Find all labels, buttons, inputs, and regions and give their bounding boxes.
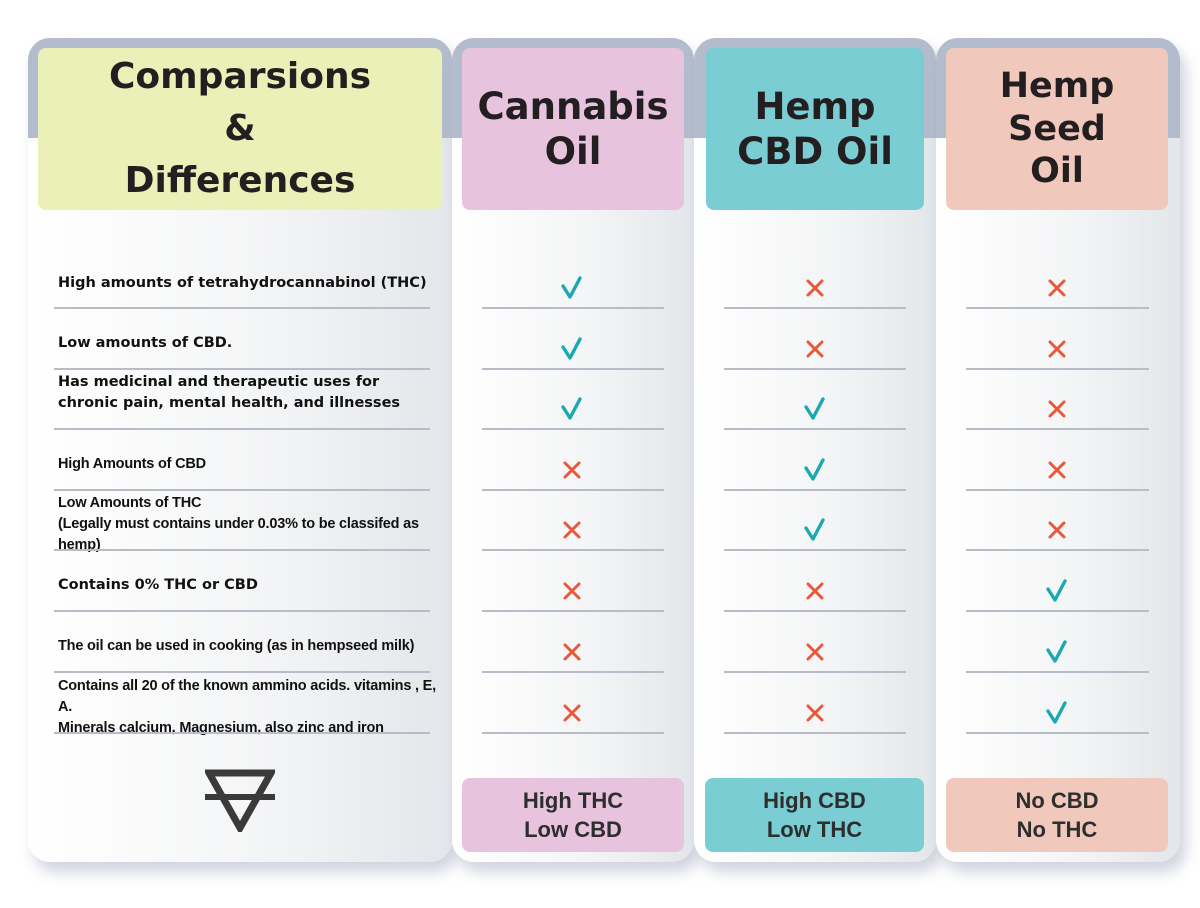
row-divider [54, 671, 430, 673]
cross-icon [806, 340, 824, 358]
check-icon [561, 337, 582, 360]
cross-icon [806, 704, 824, 722]
column-header-hemp-seed-oil: Hemp Seed Oil [946, 48, 1168, 210]
cross-icon [563, 461, 581, 479]
row-divider [482, 671, 664, 673]
row-label-line: chronic pain, mental health, and illness… [58, 395, 401, 411]
badge-line: High THC [522, 788, 624, 813]
row-label: Has medicinal and therapeutic uses for ch… [58, 372, 453, 414]
cross-icon [1048, 461, 1066, 479]
check-icon [804, 458, 825, 481]
cross-icon [1048, 400, 1066, 418]
row-label-line: Low amounts of CBD. [58, 335, 233, 351]
cross-icon [1048, 340, 1066, 358]
row-divider [724, 428, 906, 430]
badge-line: Low CBD [524, 817, 622, 842]
cross-icon [806, 643, 824, 661]
check-icon [804, 397, 825, 420]
earth-symbol-icon [205, 769, 275, 832]
column-header-hemp-cbd-oil: Hemp CBD Oil [706, 48, 924, 210]
row-divider [966, 307, 1149, 309]
cross-icon [563, 643, 581, 661]
row-divider [724, 368, 906, 370]
row-label-line: Minerals calcium, Magnesium, also zinc a… [58, 720, 384, 736]
row-divider [966, 489, 1149, 491]
row-divider [482, 732, 664, 734]
cross-icon [806, 582, 824, 600]
row-divider [54, 428, 430, 430]
row-label: High Amounts of CBD [58, 454, 453, 475]
row-divider [724, 610, 906, 612]
row-divider [966, 610, 1149, 612]
row-label-line: Contains 0% THC or CBD [58, 577, 258, 593]
row-label-line: Low Amounts of THC [58, 495, 202, 511]
cross-icon [1048, 521, 1066, 539]
row-label-line: High amounts of tetrahydrocannabinol (TH… [58, 275, 427, 291]
check-icon [1046, 640, 1067, 663]
row-divider [54, 732, 430, 734]
row-divider [966, 732, 1149, 734]
title-line: & [224, 107, 256, 149]
check-icon [1046, 579, 1067, 602]
row-divider [724, 549, 906, 551]
badge-line: No THC [1016, 817, 1098, 842]
row-divider [54, 489, 430, 491]
row-label: The oil can be used in cooking (as in he… [58, 636, 453, 657]
row-label-line: Has medicinal and therapeutic uses for [58, 374, 380, 390]
row-label-line: High Amounts of CBD [58, 456, 206, 472]
row-label-line: Contains all 20 of the known ammino acid… [58, 678, 436, 715]
title-line: Comparsions [108, 55, 372, 97]
row-divider [482, 428, 664, 430]
check-icon [804, 518, 825, 541]
row-divider [966, 671, 1149, 673]
cross-icon [806, 279, 824, 297]
check-icon [1046, 701, 1067, 724]
badge-line: Low THC [766, 817, 863, 842]
header-line: Hemp Seed [999, 65, 1115, 149]
row-label: High amounts of tetrahydrocannabinol (TH… [58, 273, 453, 294]
cross-icon [563, 704, 581, 722]
row-label-line: The oil can be used in cooking (as in he… [58, 638, 415, 654]
comparisons-title: Comparsions & Differences [38, 48, 442, 210]
check-icon [561, 276, 582, 299]
cross-icon [563, 582, 581, 600]
cross-icon [563, 521, 581, 539]
check-icon [561, 397, 582, 420]
row-divider [54, 549, 430, 551]
cross-icon [1048, 279, 1066, 297]
row-divider [482, 549, 664, 551]
badge-hemp-cbd-oil: High CBD Low THC [705, 778, 924, 852]
row-label: Contains all 20 of the known ammino acid… [58, 676, 453, 739]
header-line: Oil [544, 130, 602, 173]
row-label: Low amounts of CBD. [58, 333, 453, 354]
row-divider [482, 368, 664, 370]
row-divider [724, 671, 906, 673]
row-divider [54, 610, 430, 612]
row-label: Contains 0% THC or CBD [58, 575, 453, 596]
badge-line: High CBD [763, 788, 866, 813]
row-divider [966, 428, 1149, 430]
row-divider [724, 732, 906, 734]
header-line: Hemp [754, 84, 876, 128]
row-divider [966, 368, 1149, 370]
column-header-cannabis-oil: Cannabis Oil [462, 48, 684, 210]
badge-cannabis-oil: High THC Low CBD [462, 778, 684, 852]
row-divider [482, 489, 664, 491]
row-divider [54, 307, 430, 309]
header-line: CBD Oil [737, 130, 893, 173]
title-line: Differences [124, 160, 356, 202]
row-divider [54, 368, 430, 370]
row-divider [482, 307, 664, 309]
row-divider [724, 307, 906, 309]
header-line: Oil [1030, 151, 1084, 192]
row-divider [724, 489, 906, 491]
badge-hemp-seed-oil: No CBD No THC [946, 778, 1168, 852]
row-divider [966, 549, 1149, 551]
header-line: Cannabis [477, 84, 669, 128]
row-divider [482, 610, 664, 612]
row-label: Low Amounts of THC (Legally must contains… [58, 493, 453, 556]
badge-line: No CBD [1015, 788, 1099, 813]
